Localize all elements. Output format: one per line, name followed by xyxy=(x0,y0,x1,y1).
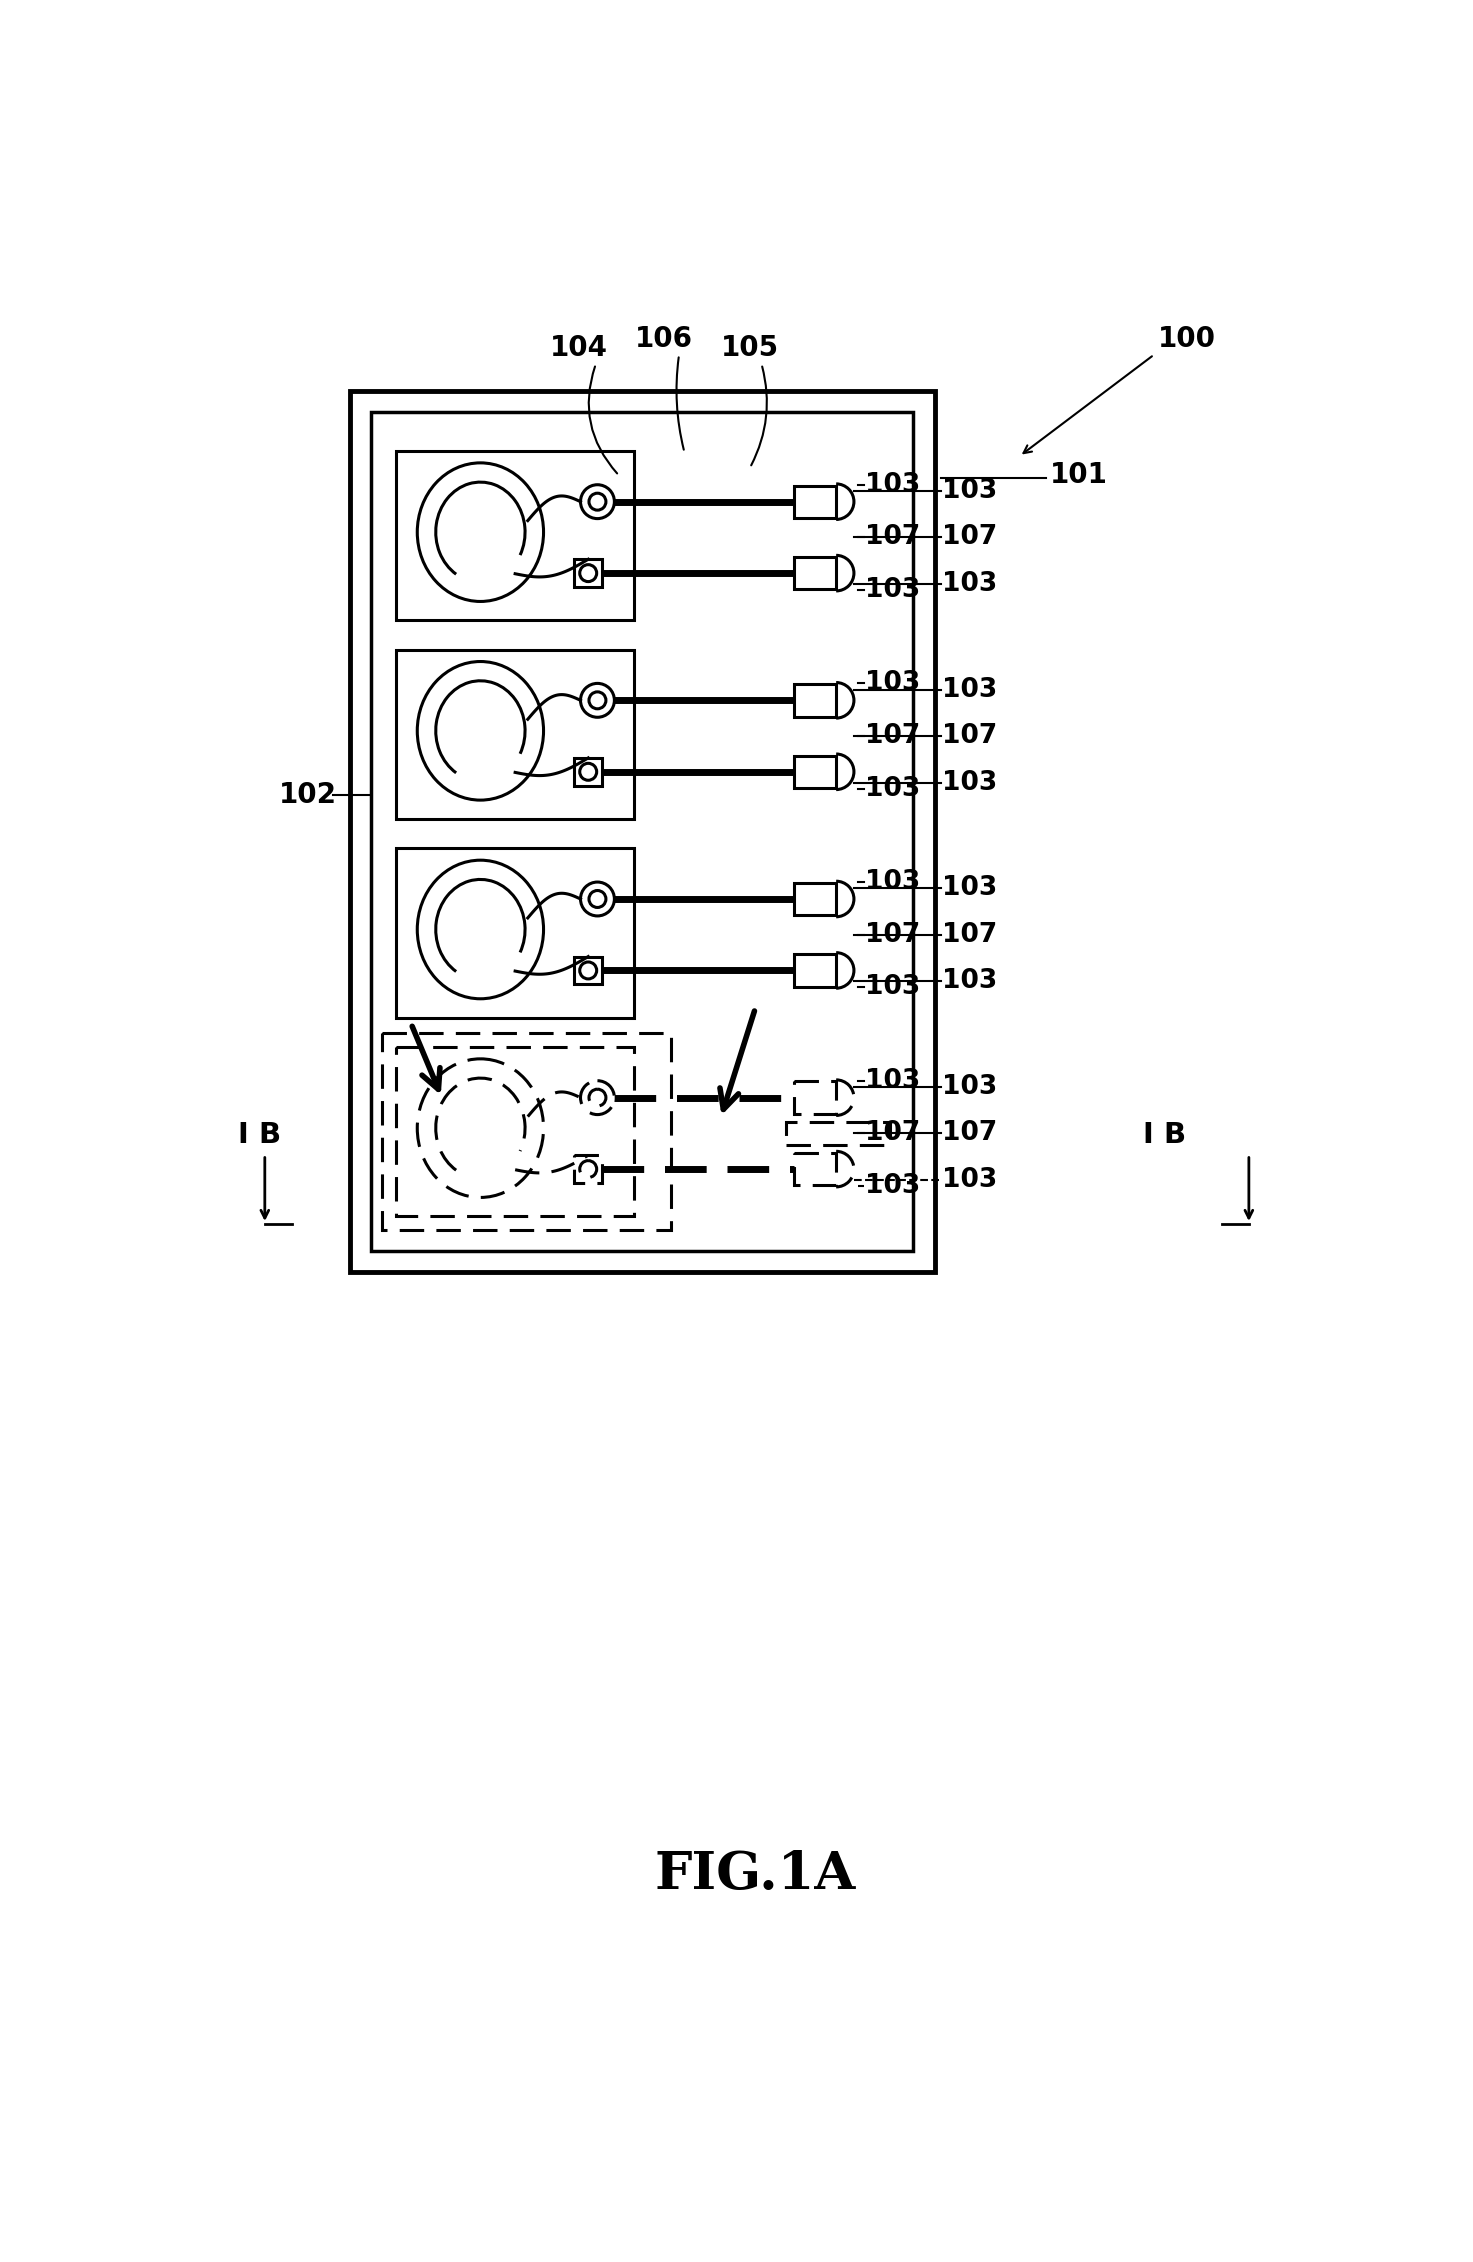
Bar xyxy=(794,882,837,916)
Bar xyxy=(794,486,837,518)
Text: 103: 103 xyxy=(943,676,997,703)
Text: 100: 100 xyxy=(1158,326,1217,353)
Bar xyxy=(574,1156,602,1183)
Text: 107: 107 xyxy=(866,1120,921,1147)
Bar xyxy=(794,955,837,986)
Circle shape xyxy=(589,692,605,708)
Text: 103: 103 xyxy=(943,477,997,504)
Text: 103: 103 xyxy=(943,769,997,796)
Circle shape xyxy=(580,961,597,979)
Circle shape xyxy=(580,1160,597,1179)
Circle shape xyxy=(589,493,605,511)
Text: 103: 103 xyxy=(943,570,997,597)
Text: 107: 107 xyxy=(943,525,997,550)
Text: 103: 103 xyxy=(866,1068,921,1095)
Ellipse shape xyxy=(417,464,544,602)
Bar xyxy=(396,848,635,1018)
Text: 103: 103 xyxy=(866,577,921,604)
Text: I B: I B xyxy=(237,1122,281,1149)
Bar xyxy=(794,556,837,590)
Circle shape xyxy=(580,484,614,518)
Ellipse shape xyxy=(417,1059,544,1197)
Text: 103: 103 xyxy=(866,473,921,498)
Bar xyxy=(396,450,635,620)
Circle shape xyxy=(580,762,597,780)
Bar xyxy=(574,559,602,586)
Bar xyxy=(794,1154,837,1185)
Bar xyxy=(396,1047,635,1217)
Text: 107: 107 xyxy=(866,724,921,749)
Text: 102: 102 xyxy=(278,780,337,810)
Text: 107: 107 xyxy=(866,525,921,550)
Circle shape xyxy=(580,882,614,916)
Text: 101: 101 xyxy=(1050,461,1108,489)
Text: 107: 107 xyxy=(943,921,997,948)
Circle shape xyxy=(580,1081,614,1115)
Text: 107: 107 xyxy=(866,921,921,948)
Bar xyxy=(382,1034,672,1231)
Bar xyxy=(396,649,635,819)
Text: 103: 103 xyxy=(943,1167,997,1192)
Text: 103: 103 xyxy=(866,975,921,1000)
Bar xyxy=(574,758,602,785)
Text: 103: 103 xyxy=(866,670,921,697)
Circle shape xyxy=(589,1090,605,1106)
Text: 107: 107 xyxy=(943,724,997,749)
Bar xyxy=(794,1081,837,1113)
Text: 105: 105 xyxy=(720,335,779,362)
Text: I B: I B xyxy=(1143,1122,1186,1149)
Text: 103: 103 xyxy=(866,776,921,801)
Text: 103: 103 xyxy=(943,1074,997,1099)
Bar xyxy=(349,391,935,1274)
Text: 107: 107 xyxy=(943,1120,997,1147)
Ellipse shape xyxy=(417,661,544,801)
Bar xyxy=(787,1122,890,1145)
Text: 103: 103 xyxy=(943,875,997,900)
Bar xyxy=(574,957,602,984)
Circle shape xyxy=(580,566,597,581)
Bar xyxy=(794,756,837,787)
Bar xyxy=(794,683,837,717)
Circle shape xyxy=(589,891,605,907)
Text: 104: 104 xyxy=(549,335,608,362)
Text: 103: 103 xyxy=(866,869,921,896)
Circle shape xyxy=(580,683,614,717)
Bar xyxy=(371,412,913,1251)
Text: FIG.1A: FIG.1A xyxy=(654,1848,856,1900)
Ellipse shape xyxy=(417,860,544,1000)
Text: 103: 103 xyxy=(866,1174,921,1199)
Text: 103: 103 xyxy=(943,968,997,995)
Text: 106: 106 xyxy=(635,326,692,353)
